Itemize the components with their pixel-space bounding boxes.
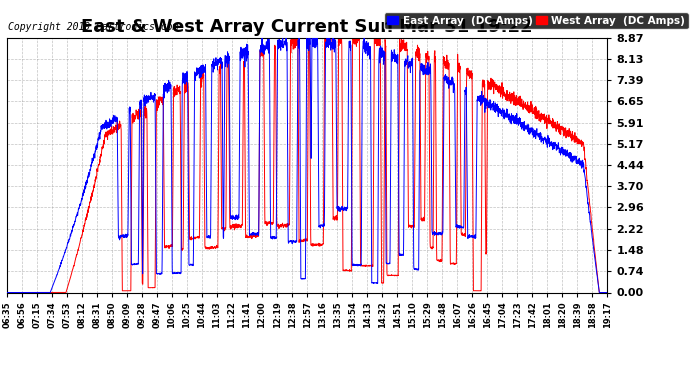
Title: East & West Array Current Sun Mar 31 19:22: East & West Array Current Sun Mar 31 19:… xyxy=(81,18,533,36)
Text: Copyright 2019 Cartronics.com: Copyright 2019 Cartronics.com xyxy=(8,22,179,32)
Legend: East Array  (DC Amps), West Array  (DC Amps): East Array (DC Amps), West Array (DC Amp… xyxy=(384,12,689,29)
